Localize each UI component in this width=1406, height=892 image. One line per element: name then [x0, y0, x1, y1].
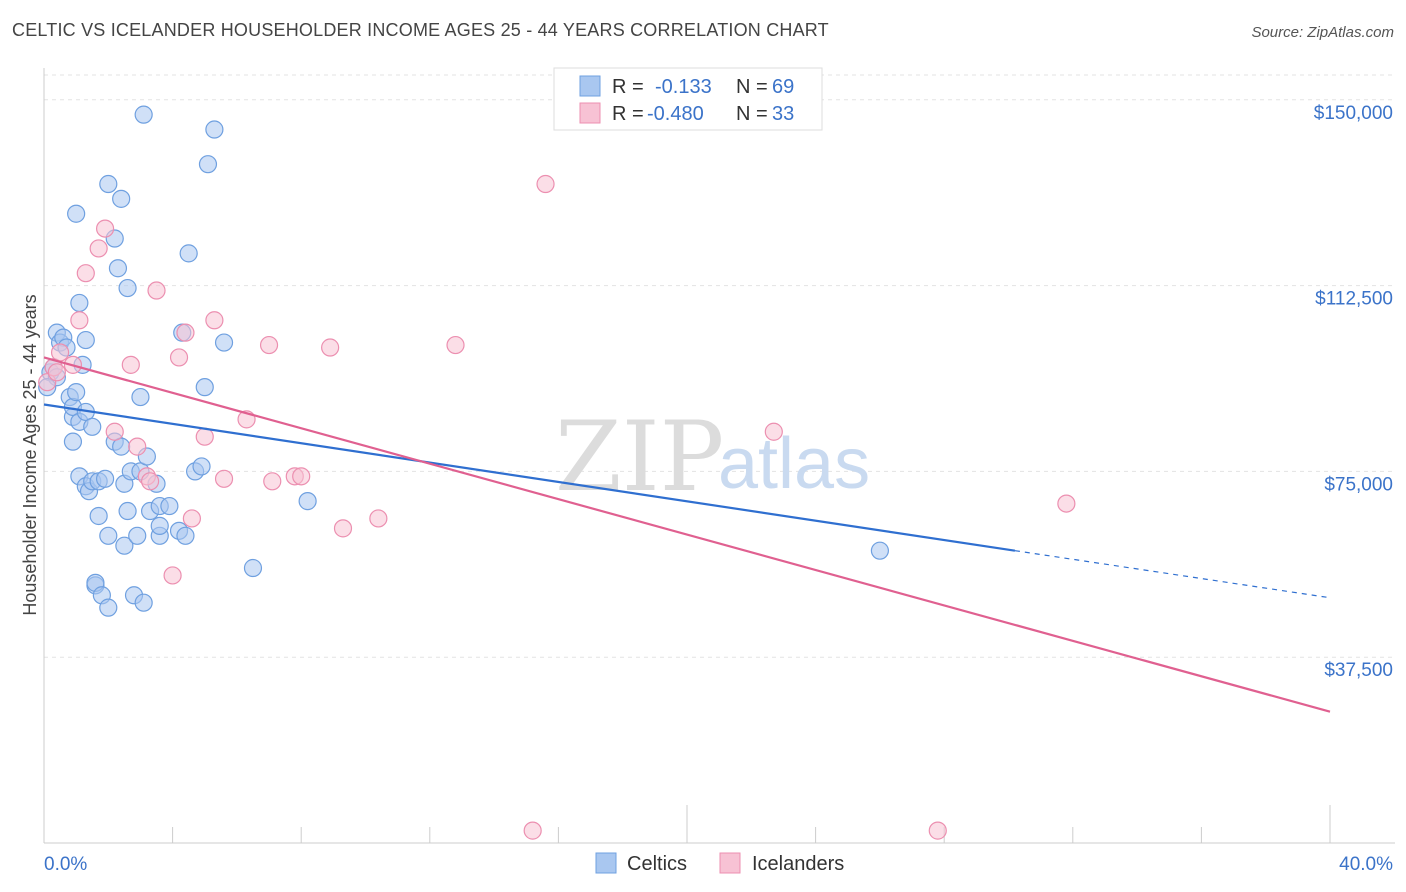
- point-celtics: [70, 293, 89, 313]
- x-tick-label-start: 0.0%: [44, 854, 87, 875]
- point-celtics: [76, 330, 95, 350]
- point-icelanders: [147, 281, 166, 300]
- y-tick-label: $150,000: [1314, 103, 1393, 124]
- trend-line-icelanders: [43, 356, 1331, 713]
- point-icelanders: [128, 437, 147, 456]
- y-tick-label: $75,000: [1324, 474, 1393, 495]
- point-celtics: [112, 189, 131, 208]
- point-icelanders: [182, 509, 201, 528]
- point-celtics: [83, 417, 102, 436]
- point-celtics: [195, 378, 214, 397]
- point-icelanders: [47, 363, 66, 382]
- point-icelanders: [89, 239, 108, 258]
- point-celtics: [160, 496, 179, 516]
- watermark-atlas: atlas: [718, 424, 870, 504]
- point-celtics: [243, 558, 263, 578]
- point-celtics: [108, 259, 128, 278]
- trend-lines: [43, 356, 1331, 713]
- point-celtics: [205, 120, 224, 139]
- legend-r-celtics: -0.133: [655, 76, 712, 98]
- legend-bottom-celtics: Celtics: [627, 853, 687, 875]
- point-icelanders: [536, 174, 555, 194]
- y-tick-label: $112,500: [1315, 289, 1393, 310]
- point-icelanders: [140, 472, 160, 491]
- legend-r-icelanders: -0.480: [647, 103, 704, 125]
- point-icelanders: [214, 469, 234, 488]
- point-icelanders: [333, 519, 353, 538]
- watermark-zip: ZIP: [555, 401, 724, 513]
- point-celtics: [118, 278, 137, 298]
- point-icelanders: [1057, 494, 1076, 513]
- point-icelanders: [176, 323, 195, 342]
- y-axis-label: Householder Income Ages 25 - 44 years: [20, 294, 40, 615]
- point-celtics: [134, 593, 153, 612]
- point-icelanders: [95, 219, 115, 238]
- legend-r-label: R =: [612, 76, 644, 98]
- point-celtics: [198, 155, 218, 174]
- point-celtics: [89, 506, 108, 526]
- point-celtics: [214, 333, 234, 352]
- point-celtics: [95, 469, 115, 488]
- point-celtics: [63, 432, 83, 451]
- trend-line-celtics: [43, 403, 1016, 552]
- point-icelanders: [446, 335, 465, 355]
- point-icelanders: [195, 427, 214, 446]
- point-icelanders: [76, 264, 95, 283]
- point-icelanders: [523, 821, 542, 840]
- legend-bottom-swatch-icelanders: [719, 852, 741, 874]
- point-icelanders: [163, 566, 182, 585]
- watermark: ZIP atlas: [555, 401, 870, 513]
- point-celtics: [131, 387, 150, 407]
- legend-n-label-2: N =: [736, 103, 768, 125]
- tick-labels: $37,500 $75,000 $112,500 $150,000 0.0% 40.0%: [44, 103, 1393, 875]
- point-icelanders: [121, 355, 140, 374]
- legend-bottom-swatch-celtics: [595, 852, 617, 874]
- point-celtics: [99, 526, 118, 545]
- point-celtics: [67, 383, 86, 402]
- legend-n-celtics: 69: [772, 76, 794, 98]
- point-celtics: [118, 501, 137, 521]
- point-celtics: [67, 204, 86, 223]
- axes: [43, 68, 1395, 844]
- point-celtics: [176, 526, 195, 545]
- point-celtics: [298, 492, 317, 511]
- point-icelanders: [169, 348, 189, 367]
- point-celtics: [192, 457, 211, 476]
- chart-title: CELTIC VS ICELANDER HOUSEHOLDER INCOME A…: [12, 20, 829, 40]
- legend-swatch-icelanders: [579, 102, 601, 124]
- point-icelanders: [50, 343, 70, 362]
- point-icelanders: [263, 472, 282, 491]
- point-icelanders: [205, 311, 224, 330]
- legend-n-label: N =: [736, 76, 768, 98]
- point-celtics: [870, 541, 890, 560]
- point-icelanders: [369, 509, 388, 528]
- point-icelanders: [105, 422, 124, 441]
- point-celtics: [128, 526, 147, 545]
- point-icelanders: [292, 467, 311, 486]
- legend-bottom-icelanders: Icelanders: [752, 853, 844, 875]
- x-tick-label-end: 40.0%: [1339, 854, 1393, 875]
- point-celtics: [115, 536, 134, 555]
- legend-swatch-celtics: [579, 75, 601, 97]
- point-icelanders: [321, 338, 340, 357]
- point-icelanders: [764, 422, 783, 441]
- point-celtics: [99, 174, 118, 194]
- legend-r-label-2: R =: [612, 103, 644, 125]
- trend-line-celtics-extension: [1014, 550, 1331, 599]
- data-points: [38, 105, 1076, 840]
- point-celtics: [179, 244, 198, 263]
- point-celtics: [150, 516, 169, 535]
- point-celtics: [99, 598, 118, 617]
- point-icelanders: [928, 821, 947, 840]
- point-celtics: [134, 105, 153, 124]
- source-label: Source: ZipAtlas.com: [1251, 24, 1394, 41]
- legend-top: R = -0.133 N = 69 R = -0.480 N = 33: [553, 67, 823, 131]
- legend-bottom: Celtics Icelanders: [595, 852, 844, 875]
- y-tick-label: $37,500: [1324, 660, 1393, 681]
- point-icelanders: [70, 311, 89, 330]
- point-icelanders: [259, 335, 279, 355]
- legend-n-icelanders: 33: [772, 103, 794, 125]
